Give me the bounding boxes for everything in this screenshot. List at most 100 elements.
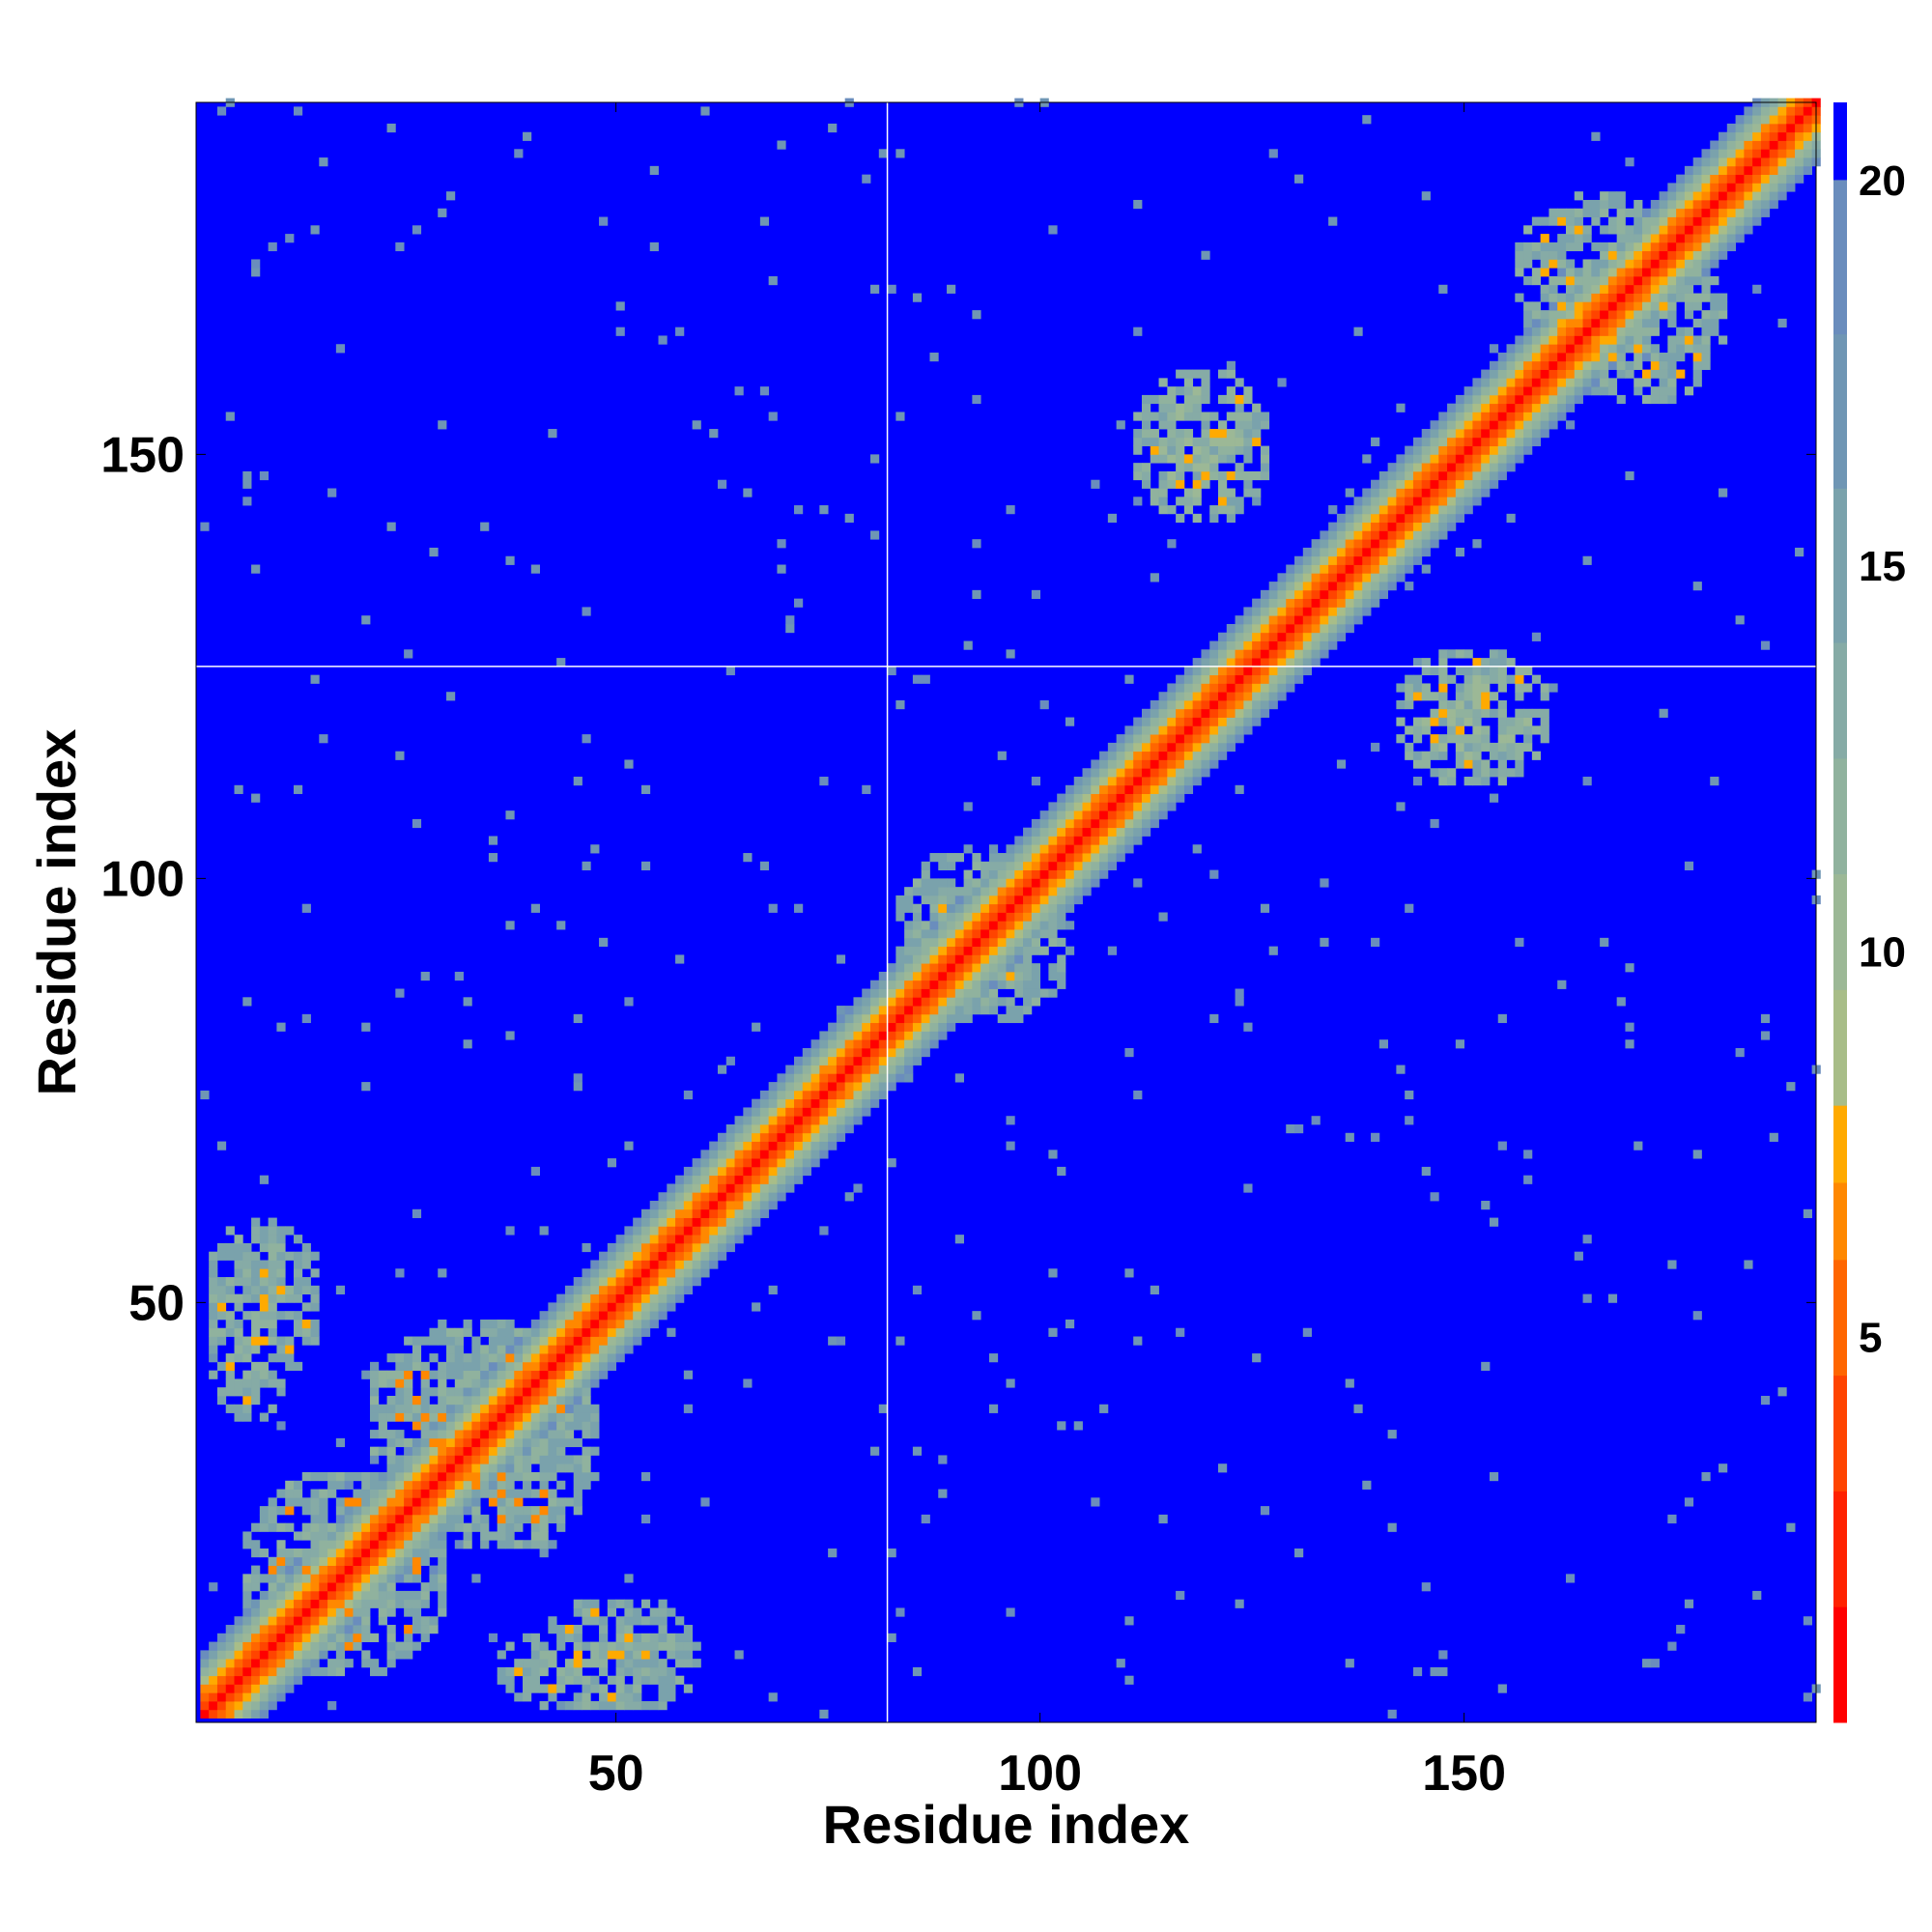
heatmap-cell — [327, 1548, 337, 1558]
heatmap-cell — [369, 1582, 380, 1592]
heatmap-cell — [1463, 454, 1473, 464]
heatmap-cell — [743, 1132, 753, 1142]
heatmap-cell — [802, 1073, 811, 1083]
heatmap-cell — [488, 1353, 498, 1363]
heatmap-cell — [1014, 878, 1024, 888]
heatmap-cell — [1209, 649, 1219, 659]
heatmap-cell — [649, 1607, 659, 1617]
heatmap-cell — [530, 1166, 540, 1177]
heatmap-cell — [912, 903, 923, 913]
heatmap-cell — [1463, 488, 1473, 497]
heatmap-cell — [1515, 429, 1524, 439]
heatmap-cell — [319, 1540, 328, 1549]
heatmap-cell — [514, 1345, 524, 1354]
heatmap-cell — [404, 1437, 413, 1448]
heatmap-cell — [862, 1006, 871, 1015]
heatmap-cell — [251, 1616, 261, 1626]
heatmap-cell — [1141, 437, 1151, 446]
heatmap-cell — [870, 1013, 880, 1024]
heatmap-cell — [1226, 632, 1236, 641]
heatmap-cell — [1430, 818, 1439, 829]
heatmap-cell — [1378, 589, 1388, 600]
heatmap-cell — [471, 1497, 481, 1507]
heatmap-cell — [725, 1132, 735, 1142]
heatmap-cell — [293, 1361, 303, 1372]
heatmap-cell — [386, 1650, 396, 1660]
heatmap-cell — [1692, 208, 1702, 217]
heatmap-cell — [1701, 250, 1711, 260]
heatmap-cell — [640, 1633, 651, 1642]
heatmap-cell — [242, 1404, 252, 1413]
heatmap-cell — [1760, 149, 1771, 158]
heatmap-cell — [980, 895, 990, 905]
heatmap-cell — [514, 1327, 524, 1337]
heatmap-cell — [752, 1192, 761, 1202]
heatmap-cell — [1684, 386, 1694, 396]
heatmap-cell — [1133, 827, 1143, 837]
heatmap-cell — [1438, 674, 1448, 684]
heatmap-cell — [582, 1412, 591, 1422]
heatmap-cell — [564, 1327, 575, 1337]
heatmap-cell — [768, 1132, 778, 1142]
heatmap-cell — [1023, 912, 1033, 922]
heatmap-cell — [412, 1361, 422, 1372]
heatmap-cell — [412, 1336, 422, 1346]
heatmap-cell — [1659, 386, 1668, 396]
heatmap-cell — [1320, 649, 1329, 659]
heatmap-cell — [1252, 403, 1262, 412]
heatmap-cell — [1183, 784, 1194, 794]
heatmap-cell — [1183, 725, 1194, 735]
heatmap-cell — [887, 1022, 896, 1032]
heatmap-cell — [1803, 140, 1813, 150]
heatmap-cell — [225, 1285, 235, 1294]
heatmap-cell — [1006, 853, 1015, 863]
heatmap-cell — [1023, 853, 1033, 863]
heatmap-cell — [1277, 632, 1287, 641]
heatmap-cell — [1701, 149, 1711, 158]
heatmap-cell — [1158, 912, 1168, 922]
heatmap-cell — [836, 1039, 846, 1049]
heatmap-cell — [530, 1370, 540, 1379]
heatmap-cell — [1642, 353, 1652, 362]
heatmap-cell — [1497, 394, 1507, 405]
heatmap-cell — [1667, 293, 1677, 302]
heatmap-cell — [1320, 640, 1329, 650]
heatmap-cell — [488, 1345, 498, 1354]
heatmap-cell — [200, 1666, 210, 1677]
heatmap-cell — [1176, 479, 1185, 489]
heatmap-cell — [276, 1607, 286, 1617]
heatmap-cell — [1489, 666, 1499, 676]
heatmap-cell — [615, 1684, 625, 1693]
heatmap-cell — [1405, 539, 1414, 549]
heatmap-cell — [361, 1370, 371, 1379]
heatmap-cell — [242, 1675, 252, 1685]
heatmap-cell — [1345, 582, 1354, 591]
heatmap-cell — [412, 1574, 422, 1583]
heatmap-cell — [1192, 412, 1202, 421]
heatmap-cell — [1481, 742, 1491, 753]
heatmap-cell — [1150, 429, 1159, 439]
heatmap-cell — [225, 1684, 235, 1693]
heatmap-cell — [259, 1319, 270, 1329]
heatmap-cell — [420, 1395, 430, 1406]
heatmap-cell — [1345, 555, 1354, 565]
heatmap-cell — [361, 1471, 371, 1482]
heatmap-cell — [259, 1633, 270, 1642]
heatmap-cell — [1557, 242, 1567, 252]
heatmap-cell — [1515, 250, 1524, 260]
heatmap-cell — [1183, 412, 1194, 421]
heatmap-cell — [242, 1540, 252, 1549]
heatmap-cell — [225, 1293, 235, 1303]
heatmap-cell — [1421, 666, 1431, 676]
heatmap-cell — [530, 1514, 540, 1524]
heatmap-cell — [878, 1073, 888, 1083]
heatmap-cell — [997, 903, 1007, 913]
heatmap-cell — [912, 1047, 923, 1058]
heatmap-cell — [1667, 183, 1677, 192]
heatmap-cell — [548, 1395, 557, 1406]
heatmap-cell — [1176, 784, 1185, 794]
heatmap-cell — [1192, 658, 1202, 668]
heatmap-cell — [378, 1446, 387, 1456]
heatmap-cell — [759, 1116, 770, 1125]
heatmap-cell — [285, 1226, 295, 1236]
